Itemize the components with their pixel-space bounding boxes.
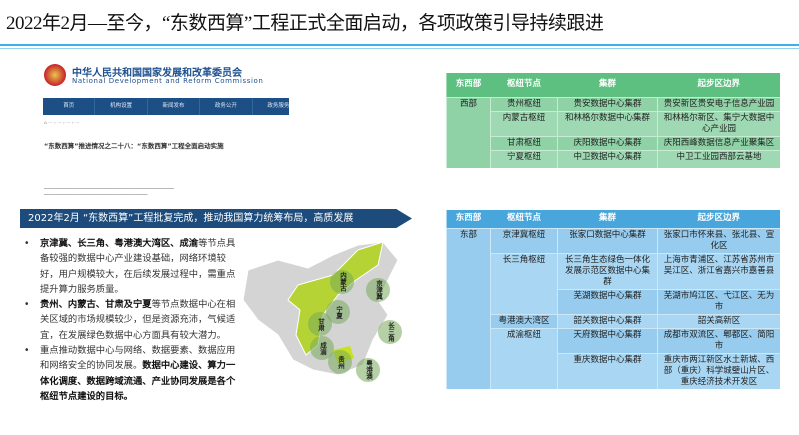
table-row: 内蒙古枢纽 和林格尔数据中心集群 和林格尔新区、集宁大数据中心产业园 bbox=[447, 110, 780, 136]
area-cell: 张家口市怀来县、张北县、宣化区 bbox=[657, 227, 780, 253]
national-emblem-icon bbox=[44, 64, 66, 86]
area-cell: 庆阳西峰数据信息产业聚集区 bbox=[657, 135, 780, 150]
bullet-text: 等节点数据中心在相关区域的市场规模较少，但是资源充沛，气候适宜，在发展绿色数据中… bbox=[40, 299, 236, 341]
node-cell: 京津冀枢纽 bbox=[490, 227, 558, 253]
cluster-cell: 韶关数据中心集群 bbox=[557, 313, 658, 328]
title-divider-thin bbox=[0, 48, 799, 49]
col-header: 东西部 bbox=[446, 210, 491, 228]
bullet-item: 贵州、内蒙古、甘肃及宁夏等节点数据中心在相关区域的市场规模较少，但是资源充沛，气… bbox=[22, 297, 237, 343]
area-cell: 成都市双流区、郫都区、简阳市 bbox=[657, 327, 780, 353]
area-cell: 贵安新区贵安电子信息产业园 bbox=[657, 96, 780, 111]
map-label: 长三角 bbox=[378, 320, 402, 344]
table-row: 粤港澳大湾区 韶关数据中心集群 韶关高新区 bbox=[447, 313, 780, 328]
title-divider bbox=[0, 44, 799, 46]
table-row: 芜湖数据中心集群 芜湖市鸠江区、弋江区、无为市 bbox=[447, 288, 780, 314]
breadcrumb-home-icon: ⌂ ··· › ··· › ··· › ··· bbox=[44, 121, 80, 126]
west-hub-table: 东西部 枢纽节点 集群 起步区边界 西部 贵州枢纽 贵安数据中心集群 贵安新区贵… bbox=[446, 73, 780, 168]
nav-item: 政务公开 bbox=[200, 98, 253, 115]
cluster-cell: 长三角生态绿色一体化发展示范区数据中心集群 bbox=[557, 252, 658, 289]
region-cell: 西部 bbox=[446, 96, 491, 168]
section-banner: 2022年2月 “东数西算”工程批复完成，推动我国算力统筹布局，高质发展 bbox=[20, 209, 412, 228]
bullet-item: 京津冀、长三角、粤港澳大湾区、成渝等节点具备较强的数据中心产业建设基础，网络环境… bbox=[22, 236, 237, 297]
bullet-bold: 数据中心建设、算力一体化调度、数据跨域流通、产业协同发展是各个枢纽节点建设的目标… bbox=[40, 360, 236, 402]
cluster-cell: 庆阳数据中心集群 bbox=[557, 135, 658, 150]
table-row: 甘肃枢纽 庆阳数据中心集群 庆阳西峰数据信息产业聚集区 bbox=[447, 135, 780, 150]
col-header: 起步区边界 bbox=[657, 210, 780, 228]
col-header: 枢纽节点 bbox=[490, 73, 558, 97]
map-label: 贵州 bbox=[328, 350, 352, 374]
ndrc-website-screenshot: 中华人民共和国国家发展和改革委员会 National Development a… bbox=[24, 58, 289, 203]
map-label: 甘肃 bbox=[308, 312, 332, 336]
bullet-bold: 贵州、内蒙古、甘肃及宁夏 bbox=[40, 299, 152, 311]
cluster-cell: 中卫数据中心集群 bbox=[557, 149, 658, 168]
nav-item: 政务服务 bbox=[253, 98, 289, 115]
area-cell: 上海市青浦区、江苏省苏州市吴江区、浙江省嘉兴市嘉善县 bbox=[657, 252, 780, 289]
cluster-cell: 芜湖数据中心集群 bbox=[557, 288, 658, 314]
nav-item: 新闻发布 bbox=[148, 98, 201, 115]
site-nav: 首页 机构设置 新闻发布 政务公开 政务服务 bbox=[43, 98, 289, 115]
article-title: “东数西算”推进情况之二十八：“东数西算”工程全面启动实施 bbox=[44, 142, 224, 150]
cluster-cell: 天府数据中心集群 bbox=[557, 327, 658, 353]
east-hub-table: 东西部 枢纽节点 集群 起步区边界 东部 京津冀枢纽 张家口数据中心集群 张家口… bbox=[446, 210, 780, 389]
table-row: 成渝枢纽 天府数据中心集群 成都市双流区、郫都区、简阳市 bbox=[447, 327, 780, 389]
map-label: 京津冀 bbox=[366, 278, 390, 302]
area-cell: 和林格尔新区、集宁大数据中心产业园 bbox=[657, 110, 780, 136]
page-title: 2022年2月—至今，“东数西算”工程正式全面启动，各项政策引导持续跟进 bbox=[6, 13, 604, 34]
cluster-cell: 和林格尔数据中心集群 bbox=[557, 110, 658, 136]
cluster-cell: 贵安数据中心集群 bbox=[557, 96, 658, 111]
area-cell: 芜湖市鸠江区、弋江区、无为市 bbox=[657, 288, 780, 314]
area-cell: 重庆市两江新区水土新城、西部（重庆）科学城璧山片区、重庆经济技术开发区 bbox=[657, 352, 780, 389]
bullet-bold: 京津冀、长三角、粤港澳大湾区、成渝 bbox=[40, 238, 199, 249]
china-map: 内蒙古 京津冀 宁夏 甘肃 成渝 长三角 贵州 粤港澳 bbox=[238, 240, 423, 385]
table-row: 东部 京津冀枢纽 张家口数据中心集群 张家口市怀来县、张北县、宣化区 bbox=[446, 227, 780, 389]
col-header: 起步区边界 bbox=[657, 73, 780, 97]
map-label: 内蒙古 bbox=[330, 270, 354, 294]
col-header: 集群 bbox=[557, 210, 658, 228]
org-name-en: National Development and Reform Commissi… bbox=[72, 77, 264, 85]
table-row: 西部 贵州枢纽 贵安数据中心集群 贵安新区贵安电子信息产业园 bbox=[446, 96, 780, 168]
org-name: 中华人民共和国国家发展和改革委员会 bbox=[72, 68, 242, 79]
col-header: 东西部 bbox=[446, 73, 491, 97]
nav-item: 机构设置 bbox=[95, 98, 148, 115]
area-cell: 韶关高新区 bbox=[657, 313, 780, 328]
node-cell: 甘肃枢纽 bbox=[490, 135, 558, 150]
bullet-text: 重点推动数据中心与网络、数据要素、数据应用和网络安全的协同发展。 bbox=[40, 345, 236, 372]
node-cell: 成渝枢纽 bbox=[490, 327, 558, 389]
region-cell: 东部 bbox=[446, 227, 491, 389]
bullet-item: 重点推动数据中心与网络、数据要素、数据应用和网络安全的协同发展。数据中心建设、算… bbox=[22, 343, 237, 404]
node-cell: 贵州枢纽 bbox=[490, 96, 558, 111]
node-cell: 粤港澳大湾区 bbox=[490, 313, 558, 328]
table-row: 长三角枢纽 长三角生态绿色一体化发展示范区数据中心集群 上海市青浦区、江苏省苏州… bbox=[447, 252, 780, 314]
bullet-list: 京津冀、长三角、粤港澳大湾区、成渝等节点具备较强的数据中心产业建设基础，网络环境… bbox=[22, 236, 237, 404]
node-cell: 宁夏枢纽 bbox=[490, 149, 558, 168]
node-cell: 内蒙古枢纽 bbox=[490, 110, 558, 136]
area-cell: 中卫工业园西部云基地 bbox=[657, 149, 780, 168]
cluster-cell: 重庆数据中心集群 bbox=[557, 352, 658, 389]
cluster-cell: 张家口数据中心集群 bbox=[557, 227, 658, 253]
map-label: 粤港澳 bbox=[356, 358, 380, 382]
article-body-blurred: ━━━━━━━━━━━━━━━━━━━━━━━━━━━━━━━━━━━━━━━━… bbox=[44, 186, 175, 197]
nav-item: 首页 bbox=[43, 98, 96, 115]
col-header: 集群 bbox=[557, 73, 658, 97]
table-row: 宁夏枢纽 中卫数据中心集群 中卫工业园西部云基地 bbox=[447, 149, 780, 168]
node-cell: 长三角枢纽 bbox=[490, 252, 558, 314]
col-header: 枢纽节点 bbox=[490, 210, 558, 228]
bullet-text: 等节点具备较强的数据中心产业建设基础，网络环境较好，用户规模较大，在后续发展过程… bbox=[40, 238, 236, 295]
table-row: 重庆数据中心集群 重庆市两江新区水土新城、西部（重庆）科学城璧山片区、重庆经济技… bbox=[447, 352, 780, 389]
